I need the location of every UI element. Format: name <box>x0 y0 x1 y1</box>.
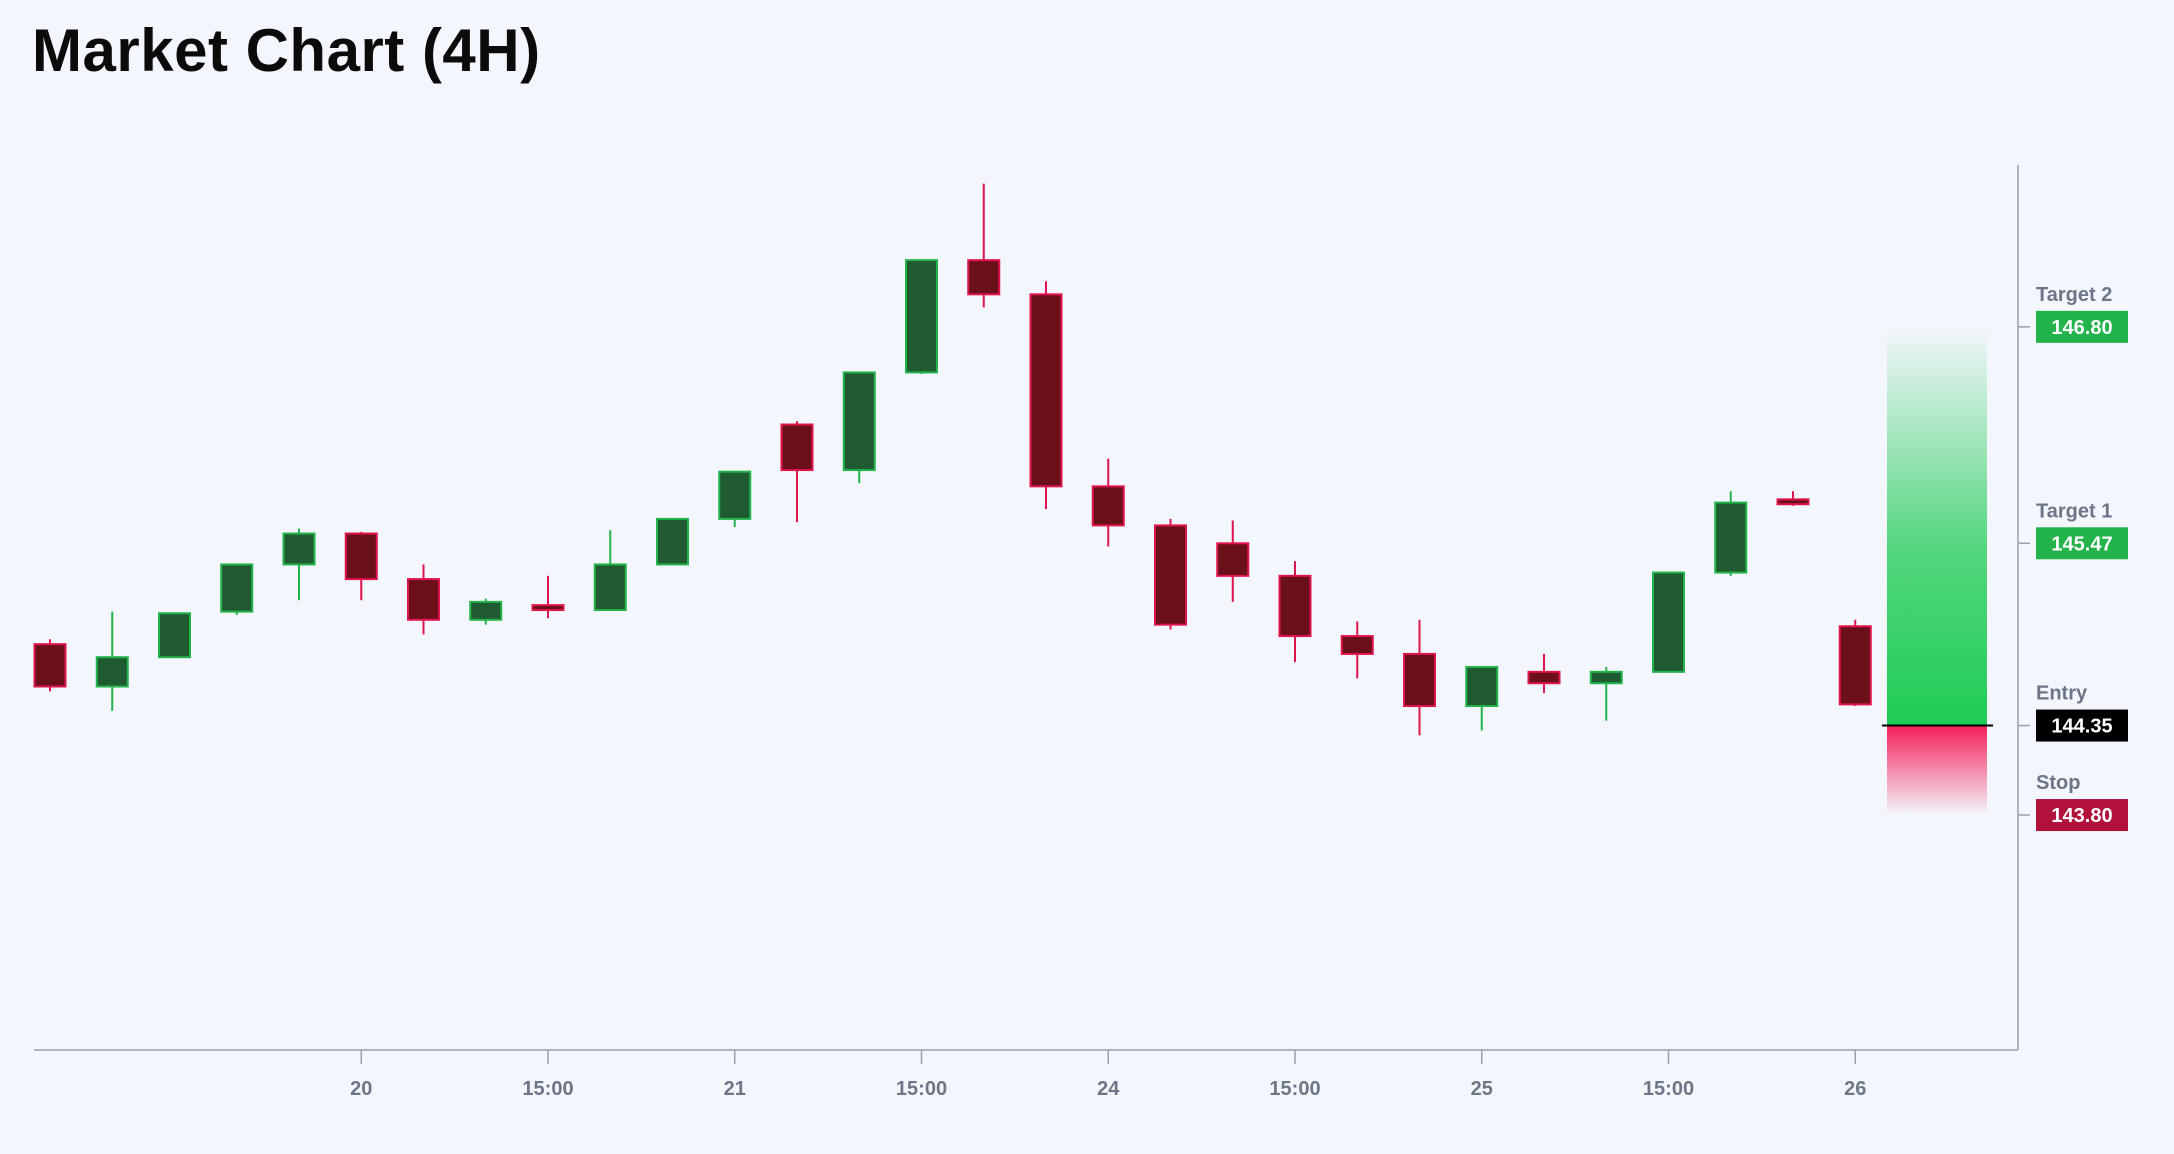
candle-body-21 <box>1340 635 1374 655</box>
candle-22 <box>1403 619 1436 736</box>
candle-15 <box>967 183 1001 308</box>
x-tick-label-8: 26 <box>1844 1078 1866 1100</box>
candle-body-6 <box>407 578 440 621</box>
candle-10 <box>656 517 689 566</box>
level-label-stop: Stop <box>2036 772 2080 794</box>
candle-body-28 <box>1776 498 1810 506</box>
candle-body-16 <box>1029 293 1063 488</box>
x-tick-label-4: 24 <box>1097 1078 1120 1100</box>
candle-19 <box>1216 520 1250 602</box>
level-label-target-1: Target 1 <box>2036 500 2112 522</box>
candle-body-1 <box>95 656 129 688</box>
candle-body-29 <box>1838 625 1872 706</box>
candle-21 <box>1340 621 1374 679</box>
candle-14 <box>905 259 938 375</box>
candle-body-7 <box>469 600 503 621</box>
level-value-target-1: 145.47 <box>2051 533 2112 555</box>
candle-body-15 <box>967 259 1001 296</box>
candle-body-12 <box>780 423 814 472</box>
candle-body-0 <box>33 643 67 688</box>
level-label-target-2: Target 2 <box>2036 284 2112 306</box>
candle-body-18 <box>1154 524 1187 626</box>
candle-28 <box>1776 491 1810 506</box>
candle-0 <box>33 639 67 692</box>
candle-18 <box>1154 518 1187 630</box>
candle-body-9 <box>593 563 627 612</box>
candle-body-20 <box>1278 574 1312 638</box>
level-value-stop: 143.80 <box>2051 805 2112 827</box>
candle-body-10 <box>656 517 689 566</box>
level-badge-stop <box>2036 799 2128 832</box>
candle-body-14 <box>905 259 938 374</box>
candle-7 <box>469 598 503 625</box>
candle-body-19 <box>1216 542 1250 577</box>
candle-2 <box>158 612 191 659</box>
candle-body-2 <box>158 612 191 659</box>
x-tick-label-1: 15:00 <box>522 1078 573 1100</box>
candle-13 <box>842 371 876 484</box>
level-badge-target-1 <box>2036 527 2128 560</box>
position-box <box>1882 326 1993 816</box>
x-tick-label-2: 21 <box>724 1078 746 1100</box>
candle-3 <box>220 563 254 615</box>
x-tick-label-5: 15:00 <box>1269 1078 1320 1100</box>
candle-26 <box>1652 571 1685 673</box>
x-tick-label-0: 20 <box>350 1078 372 1100</box>
candle-body-4 <box>282 532 316 566</box>
candle-4 <box>282 528 316 601</box>
candle-body-3 <box>220 563 254 613</box>
candle-body-25 <box>1589 670 1623 685</box>
candle-body-26 <box>1652 571 1685 673</box>
x-tick-label-3: 15:00 <box>896 1078 947 1100</box>
candle-23 <box>1465 665 1499 731</box>
candle-20 <box>1278 561 1312 663</box>
candle-body-24 <box>1527 670 1561 685</box>
page-title: Market Chart (4H) <box>32 17 541 84</box>
candle-24 <box>1527 653 1561 693</box>
candle-body-22 <box>1403 652 1436 708</box>
profit-zone <box>1887 326 1987 726</box>
candle-body-27 <box>1714 501 1748 574</box>
price-levels: Target 2 146.80 Target 1 145.47 Entry 144.35 S… <box>2018 284 2128 832</box>
loss-zone <box>1887 725 1987 816</box>
candle-8 <box>531 575 565 619</box>
candle-16 <box>1029 281 1063 510</box>
candle-17 <box>1091 458 1125 547</box>
candle-1 <box>95 611 129 711</box>
level-badge-target-2 <box>2036 310 2128 343</box>
candle-9 <box>593 530 627 612</box>
chart-axes <box>34 165 2019 1051</box>
candle-body-5 <box>344 532 378 581</box>
candle-body-8 <box>531 604 565 612</box>
candles-group <box>33 183 1872 736</box>
candle-body-23 <box>1465 665 1499 708</box>
candle-25 <box>1589 666 1623 721</box>
level-label-entry: Entry <box>2036 683 2088 705</box>
candle-body-13 <box>842 371 876 472</box>
level-badge-entry <box>2036 709 2128 742</box>
x-tick-label-6: 25 <box>1471 1078 1493 1100</box>
candle-27 <box>1714 491 1748 576</box>
level-value-entry: 144.35 <box>2051 716 2112 738</box>
x-tick-label-7: 15:00 <box>1643 1078 1694 1100</box>
candle-5 <box>344 531 378 601</box>
candle-body-17 <box>1091 485 1125 527</box>
x-axis-ticks: 20 15:00 21 15:00 24 15:00 25 15:00 26 <box>350 1050 1866 1100</box>
candle-11 <box>718 470 752 528</box>
level-value-target-2: 146.80 <box>2051 317 2112 339</box>
candle-12 <box>780 421 814 523</box>
candle-29 <box>1838 619 1872 707</box>
candle-body-11 <box>718 470 752 520</box>
candle-6 <box>407 564 440 635</box>
